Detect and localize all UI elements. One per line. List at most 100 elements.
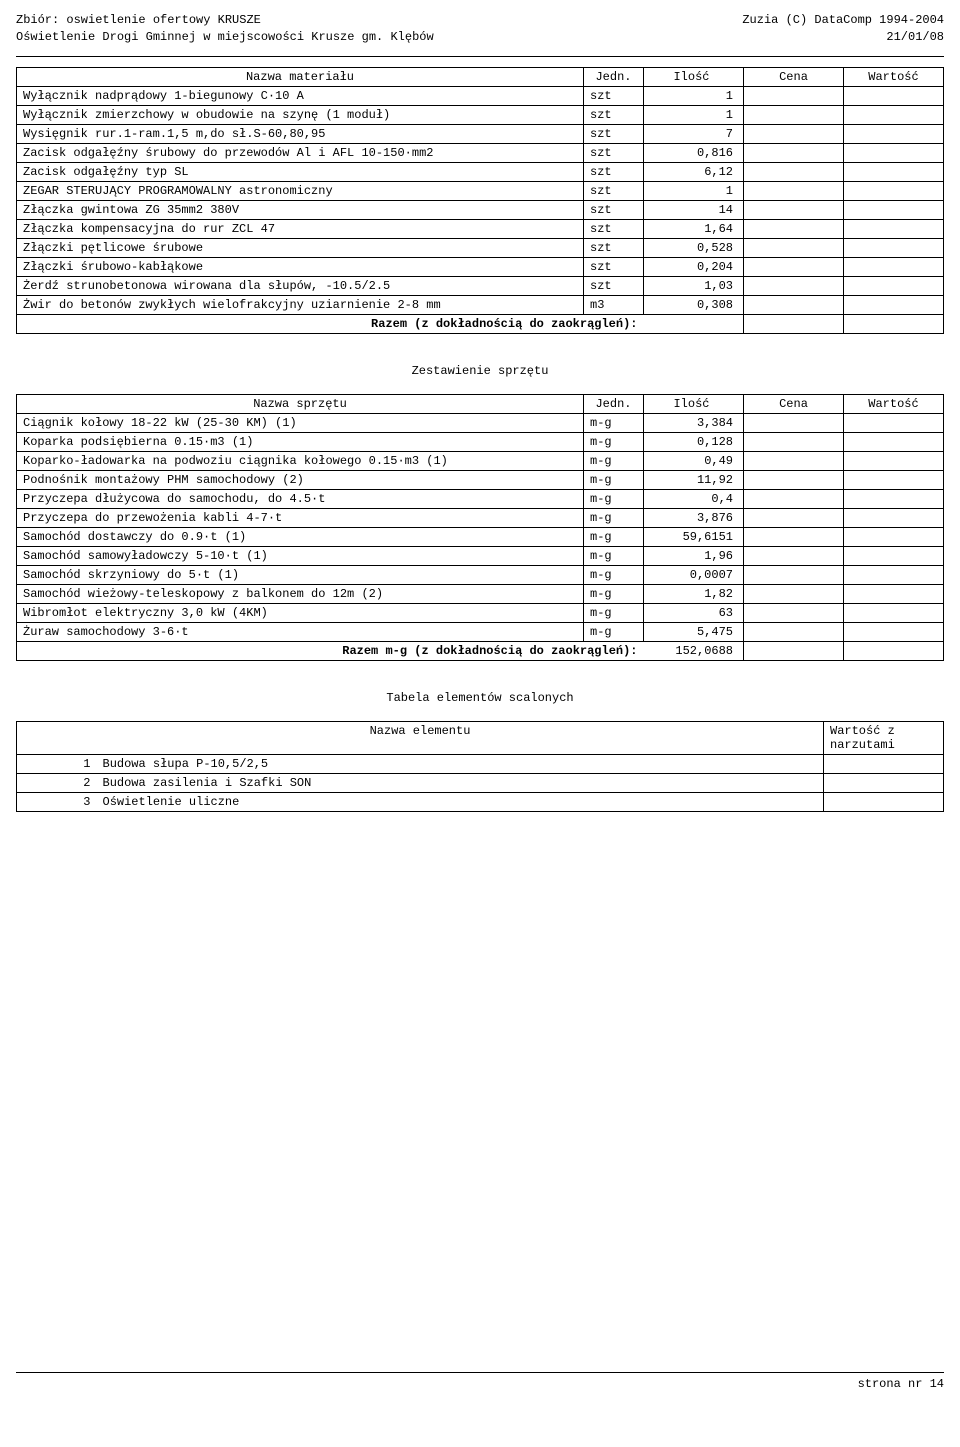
cell-wartosc xyxy=(844,527,944,546)
elements-table: Nazwa elementu Wartość z narzutami 1Budo… xyxy=(16,721,944,812)
table-row: Wibromłot elektryczny 3,0 kW (4KM)m-g63 xyxy=(17,603,944,622)
equipment-table: Nazwa sprzętu Jedn. Ilość Cena Wartość C… xyxy=(16,394,944,661)
cell-wartosc xyxy=(844,584,944,603)
header-collection: Zbiór: oswietlenie ofertowy KRUSZE xyxy=(16,12,434,29)
cell-nazwa: Samochód wieżowy-teleskopowy z balkonem … xyxy=(17,584,584,603)
table-row: Przyczepa dłużycowa do samochodu, do 4.5… xyxy=(17,489,944,508)
col-jedn: Jedn. xyxy=(584,394,644,413)
col-ilosc: Ilość xyxy=(644,394,744,413)
cell-ilosc: 1 xyxy=(644,86,744,105)
cell-ilosc: 11,92 xyxy=(644,470,744,489)
header-project: Oświetlenie Drogi Gminnej w miejscowości… xyxy=(16,29,434,46)
cell-cena xyxy=(744,124,844,143)
cell-cena xyxy=(744,86,844,105)
cell-cena xyxy=(744,603,844,622)
cell-wartosc xyxy=(824,754,944,773)
cell-nazwa: Złączka gwintowa ZG 35mm2 380V xyxy=(17,200,584,219)
cell-wartosc xyxy=(844,86,944,105)
cell-cena xyxy=(744,470,844,489)
table-row: Koparka podsiębierna 0.15·m3 (1)m-g0,128 xyxy=(17,432,944,451)
cell-cena xyxy=(744,546,844,565)
cell-jedn: m-g xyxy=(584,508,644,527)
equipment-sum-value: 152,0688 xyxy=(644,641,744,660)
cell-jedn: m-g xyxy=(584,622,644,641)
cell-wartosc xyxy=(844,432,944,451)
materials-sum-cena xyxy=(744,314,844,333)
col-wartosc: Wartość xyxy=(844,67,944,86)
cell-jedn: szt xyxy=(584,105,644,124)
cell-wartosc xyxy=(844,181,944,200)
cell-wartosc xyxy=(844,622,944,641)
cell-jedn: m-g xyxy=(584,584,644,603)
table-row: Zacisk odgałęźny typ SLszt6,12 xyxy=(17,162,944,181)
cell-nazwa: Wyłącznik nadprądowy 1-biegunowy C·10 A xyxy=(17,86,584,105)
table-row: Samochód dostawczy do 0.9·t (1)m-g59,615… xyxy=(17,527,944,546)
cell-cena xyxy=(744,200,844,219)
cell-wartosc xyxy=(844,276,944,295)
cell-jedn: szt xyxy=(584,257,644,276)
cell-nazwa: Koparka podsiębierna 0.15·m3 (1) xyxy=(17,432,584,451)
cell-wartosc xyxy=(844,546,944,565)
col-wartosc: Wartość xyxy=(844,394,944,413)
cell-ilosc: 1 xyxy=(644,181,744,200)
cell-cena xyxy=(744,181,844,200)
cell-jedn: m-g xyxy=(584,546,644,565)
cell-ilosc: 3,384 xyxy=(644,413,744,432)
table-row: Wyłącznik nadprądowy 1-biegunowy C·10 As… xyxy=(17,86,944,105)
cell-nazwa: Zacisk odgałęźny śrubowy do przewodów Al… xyxy=(17,143,584,162)
cell-nazwa: Ciągnik kołowy 18-22 kW (25-30 KM) (1) xyxy=(17,413,584,432)
cell-ilosc: 0,128 xyxy=(644,432,744,451)
cell-nazwa: Samochód dostawczy do 0.9·t (1) xyxy=(17,527,584,546)
cell-ilosc: 7 xyxy=(644,124,744,143)
cell-cena xyxy=(744,565,844,584)
cell-nazwa: Złączki śrubowo-kabłąkowe xyxy=(17,257,584,276)
cell-wartosc xyxy=(844,162,944,181)
cell-cena xyxy=(744,257,844,276)
cell-jedn: m-g xyxy=(584,451,644,470)
table-row: Wyłącznik zmierzchowy w obudowie na szyn… xyxy=(17,105,944,124)
table-row: Żuraw samochodowy 3-6·tm-g5,475 xyxy=(17,622,944,641)
cell-ilosc: 0,528 xyxy=(644,238,744,257)
elements-title: Tabela elementów scalonych xyxy=(16,691,944,705)
cell-ilosc: 1,82 xyxy=(644,584,744,603)
cell-wartosc xyxy=(824,773,944,792)
materials-sum-row: Razem (z dokładnością do zaokrągleń): xyxy=(17,314,944,333)
cell-cena xyxy=(744,105,844,124)
materials-sum-wartosc xyxy=(844,314,944,333)
cell-jedn: szt xyxy=(584,276,644,295)
equipment-sum-row: Razem m-g (z dokładnością do zaokrągleń)… xyxy=(17,641,944,660)
equipment-sum-cena xyxy=(744,641,844,660)
table-row: Koparko-ładowarka na podwoziu ciągnika k… xyxy=(17,451,944,470)
cell-ilosc: 1 xyxy=(644,105,744,124)
cell-nazwa: Przyczepa dłużycowa do samochodu, do 4.5… xyxy=(17,489,584,508)
equipment-header-row: Nazwa sprzętu Jedn. Ilość Cena Wartość xyxy=(17,394,944,413)
col-nazwa-elementu: Nazwa elementu xyxy=(17,721,824,754)
cell-ilosc: 1,64 xyxy=(644,219,744,238)
cell-cena xyxy=(744,219,844,238)
cell-ilosc: 0,204 xyxy=(644,257,744,276)
cell-nazwa: Wibromłot elektryczny 3,0 kW (4KM) xyxy=(17,603,584,622)
cell-wartosc xyxy=(844,565,944,584)
cell-jedn: m3 xyxy=(584,295,644,314)
cell-ilosc: 3,876 xyxy=(644,508,744,527)
cell-jedn: szt xyxy=(584,162,644,181)
table-row: Złączki śrubowo-kabłąkoweszt0,204 xyxy=(17,257,944,276)
table-row: Zacisk odgałęźny śrubowy do przewodów Al… xyxy=(17,143,944,162)
cell-wartosc xyxy=(844,489,944,508)
table-row: Złączka kompensacyjna do rur ZCL 47szt1,… xyxy=(17,219,944,238)
table-row: Przyczepa do przewożenia kabli 4-7·tm-g3… xyxy=(17,508,944,527)
cell-nazwa: Budowa zasilenia i Szafki SON xyxy=(97,773,824,792)
cell-ilosc: 0,308 xyxy=(644,295,744,314)
cell-ilosc: 14 xyxy=(644,200,744,219)
cell-index: 2 xyxy=(17,773,97,792)
cell-ilosc: 0,816 xyxy=(644,143,744,162)
table-row: ZEGAR STERUJĄCY PROGRAMOWALNY astronomic… xyxy=(17,181,944,200)
cell-ilosc: 0,4 xyxy=(644,489,744,508)
col-jedn: Jedn. xyxy=(584,67,644,86)
cell-cena xyxy=(744,451,844,470)
cell-wartosc xyxy=(844,124,944,143)
cell-nazwa: Żerdź strunobetonowa wirowana dla słupów… xyxy=(17,276,584,295)
cell-wartosc xyxy=(844,603,944,622)
header-software: Zuzia (C) DataComp 1994-2004 xyxy=(742,12,944,29)
header-rule xyxy=(16,56,944,57)
